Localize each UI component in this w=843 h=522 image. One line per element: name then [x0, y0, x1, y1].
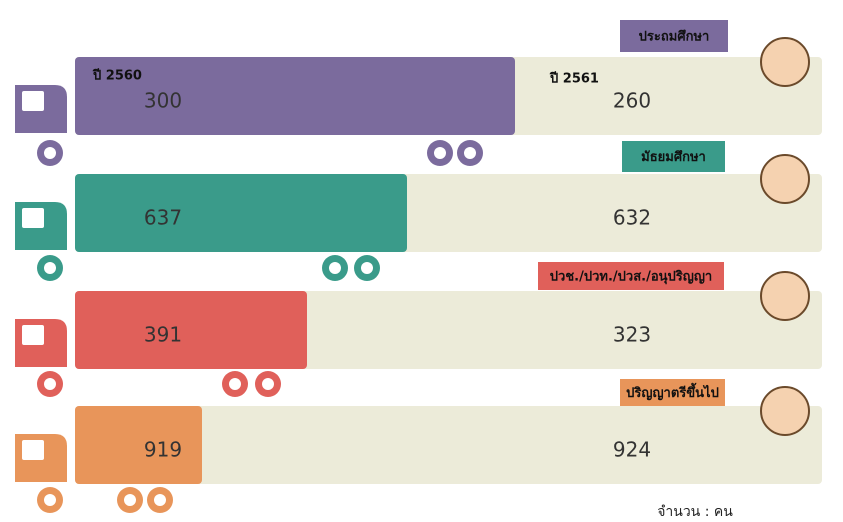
container-front [75, 291, 307, 369]
value-2560: 300 [144, 89, 182, 113]
wheel-hub [464, 147, 476, 159]
value-2561: 632 [613, 206, 651, 230]
character-head [761, 387, 809, 435]
value-2561: 323 [613, 323, 651, 347]
infographic: ประถมศึกษา 300 260 มัธยมศึกษา 637 632 ปวช./ปวท… [0, 0, 843, 522]
wheel-hub [434, 147, 446, 159]
character-head [761, 272, 809, 320]
year-label: ปี 2560 [92, 68, 142, 84]
category-label: มัธยมศึกษา [641, 149, 706, 165]
wheel-hub [44, 147, 56, 159]
wheel-hub [44, 378, 56, 390]
character-head [761, 155, 809, 203]
trucks: ประถมศึกษา 300 260 มัธยมศึกษา 637 632 ปวช./ปวท… [15, 20, 822, 513]
wheel-hub [361, 262, 373, 274]
cab-window [22, 208, 44, 228]
container-front [75, 174, 407, 252]
wheel-hub [262, 378, 274, 390]
wheel-hub [229, 378, 241, 390]
unit-note: จำนวน : คน [657, 504, 733, 520]
wheel-hub [329, 262, 341, 274]
wheel-hub [44, 262, 56, 274]
character-head [761, 38, 809, 86]
year-label: ปี 2561 [549, 71, 599, 87]
truck: ปวช./ปวท./ปวส./อนุปริญญา 391 323 [15, 262, 822, 397]
value-2560: 391 [144, 323, 182, 347]
value-2561: 260 [613, 89, 651, 113]
cab-window [22, 325, 44, 345]
value-2560: 637 [144, 206, 182, 230]
wheel-hub [154, 494, 166, 506]
wheel-hub [124, 494, 136, 506]
cab-window [22, 440, 44, 460]
cab-window [22, 91, 44, 111]
wheel-hub [44, 494, 56, 506]
value-2561: 924 [613, 438, 651, 462]
category-label: ปวช./ปวท./ปวส./อนุปริญญา [550, 270, 712, 285]
value-2560: 919 [144, 438, 182, 462]
truck: มัธยมศึกษา 637 632 [15, 141, 822, 281]
category-label: ประถมศึกษา [639, 29, 710, 45]
container-front [75, 406, 202, 484]
